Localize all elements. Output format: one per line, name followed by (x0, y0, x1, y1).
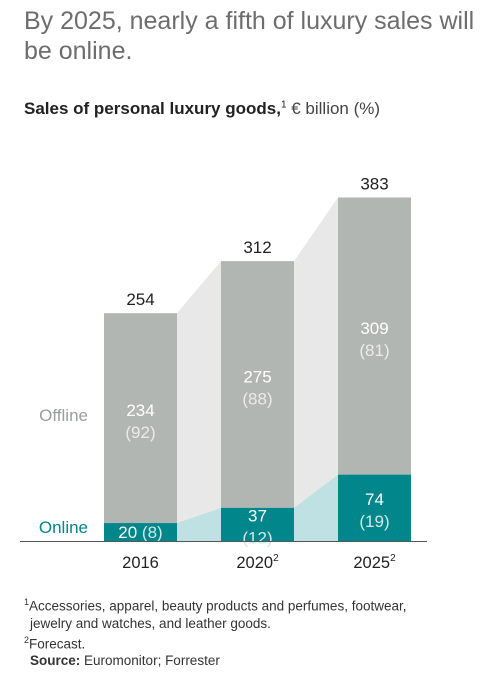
chart-subtitle: Sales of personal luxury goods,1 € billi… (24, 99, 494, 119)
offline-value-label: 309 (360, 319, 388, 338)
x-tick-label: 2016 (122, 554, 159, 572)
source-text: Euromonitor; Forrester (84, 653, 220, 668)
offline-value-label: 275 (243, 367, 271, 386)
offline-connector (177, 261, 221, 524)
offline-share-label: (88) (242, 389, 272, 408)
offline-bar (221, 261, 294, 508)
footnotes: 1Accessories, apparel, beauty products a… (24, 594, 502, 669)
legend-online-label: Online (39, 518, 88, 537)
offline-share-label: (81) (359, 341, 389, 360)
online-share-label: (12) (242, 528, 272, 547)
online-value-label: 20 (8) (118, 523, 162, 542)
online-bar (104, 523, 177, 541)
footnote-1-continued: jewelry and watches, and leather goods. (30, 615, 271, 631)
bar-total-label: 254 (126, 290, 154, 309)
offline-connector (294, 197, 338, 508)
x-tick-label: 20252 (353, 553, 396, 572)
offline-bar (104, 313, 177, 524)
source-line: Source: Euromonitor; Forrester (24, 652, 502, 669)
online-share-label: (19) (359, 512, 389, 531)
online-bar (221, 507, 294, 541)
subtitle-unit: € billion (%) (286, 99, 381, 118)
headline: By 2025, nearly a fifth of luxury sales … (24, 7, 475, 65)
online-connector (294, 474, 338, 541)
bar-total-label: 312 (243, 238, 271, 257)
offline-share-label: (92) (125, 423, 155, 442)
stacked-bar-chart: 254 234 (92) 20 (8) 2016 312 275 (88) 37 (12) 2020… (20, 174, 427, 572)
bar-total-label: 383 (360, 174, 388, 193)
footnote-2: 2Forecast. (24, 634, 86, 652)
online-value-label: 37 (248, 506, 267, 525)
online-value-label: 74 (365, 490, 384, 509)
online-share-label: (8) (142, 523, 163, 542)
footnote-1: 1Accessories, apparel, beauty products a… (24, 597, 407, 614)
subtitle-footnote-marker: 1 (280, 99, 287, 111)
legend-offline-label: Offline (39, 406, 88, 425)
subtitle-main: Sales of personal luxury goods, (24, 99, 281, 118)
x-tick-label: 20202 (236, 553, 279, 572)
source-label: Source: (30, 653, 81, 668)
online-bar (338, 474, 411, 541)
online-connector (177, 507, 221, 541)
offline-value-label: 234 (126, 401, 154, 420)
offline-bar (338, 197, 411, 475)
